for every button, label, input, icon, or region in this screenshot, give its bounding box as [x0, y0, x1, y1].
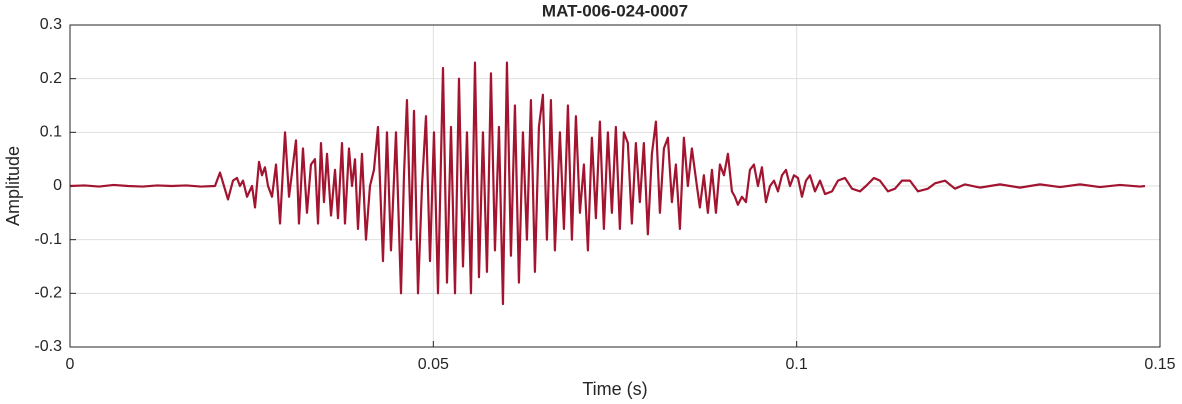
y-tick-label: -0.3 — [34, 338, 62, 355]
axes-box — [69, 24, 1161, 348]
y-tick-label: 0.1 — [40, 124, 62, 141]
chart-title: MAT-006-024-0007 — [542, 1, 688, 20]
x-tick-label: 0.15 — [1144, 356, 1175, 373]
y-tick-label: -0.2 — [34, 285, 62, 302]
y-tick-label: 0.2 — [40, 70, 62, 87]
y-tick-label: 0.3 — [40, 16, 62, 33]
y-tick-label: 0 — [53, 177, 62, 194]
x-tick-label: 0 — [66, 356, 75, 373]
y-tick-label: -0.1 — [34, 231, 62, 248]
signal-line — [69, 61, 1146, 306]
y-axis-label: Amplitude — [3, 146, 23, 226]
x-tick-label: 0.05 — [418, 356, 449, 373]
x-tick-label: 0.1 — [786, 356, 808, 373]
x-axis-label: Time (s) — [582, 379, 647, 399]
